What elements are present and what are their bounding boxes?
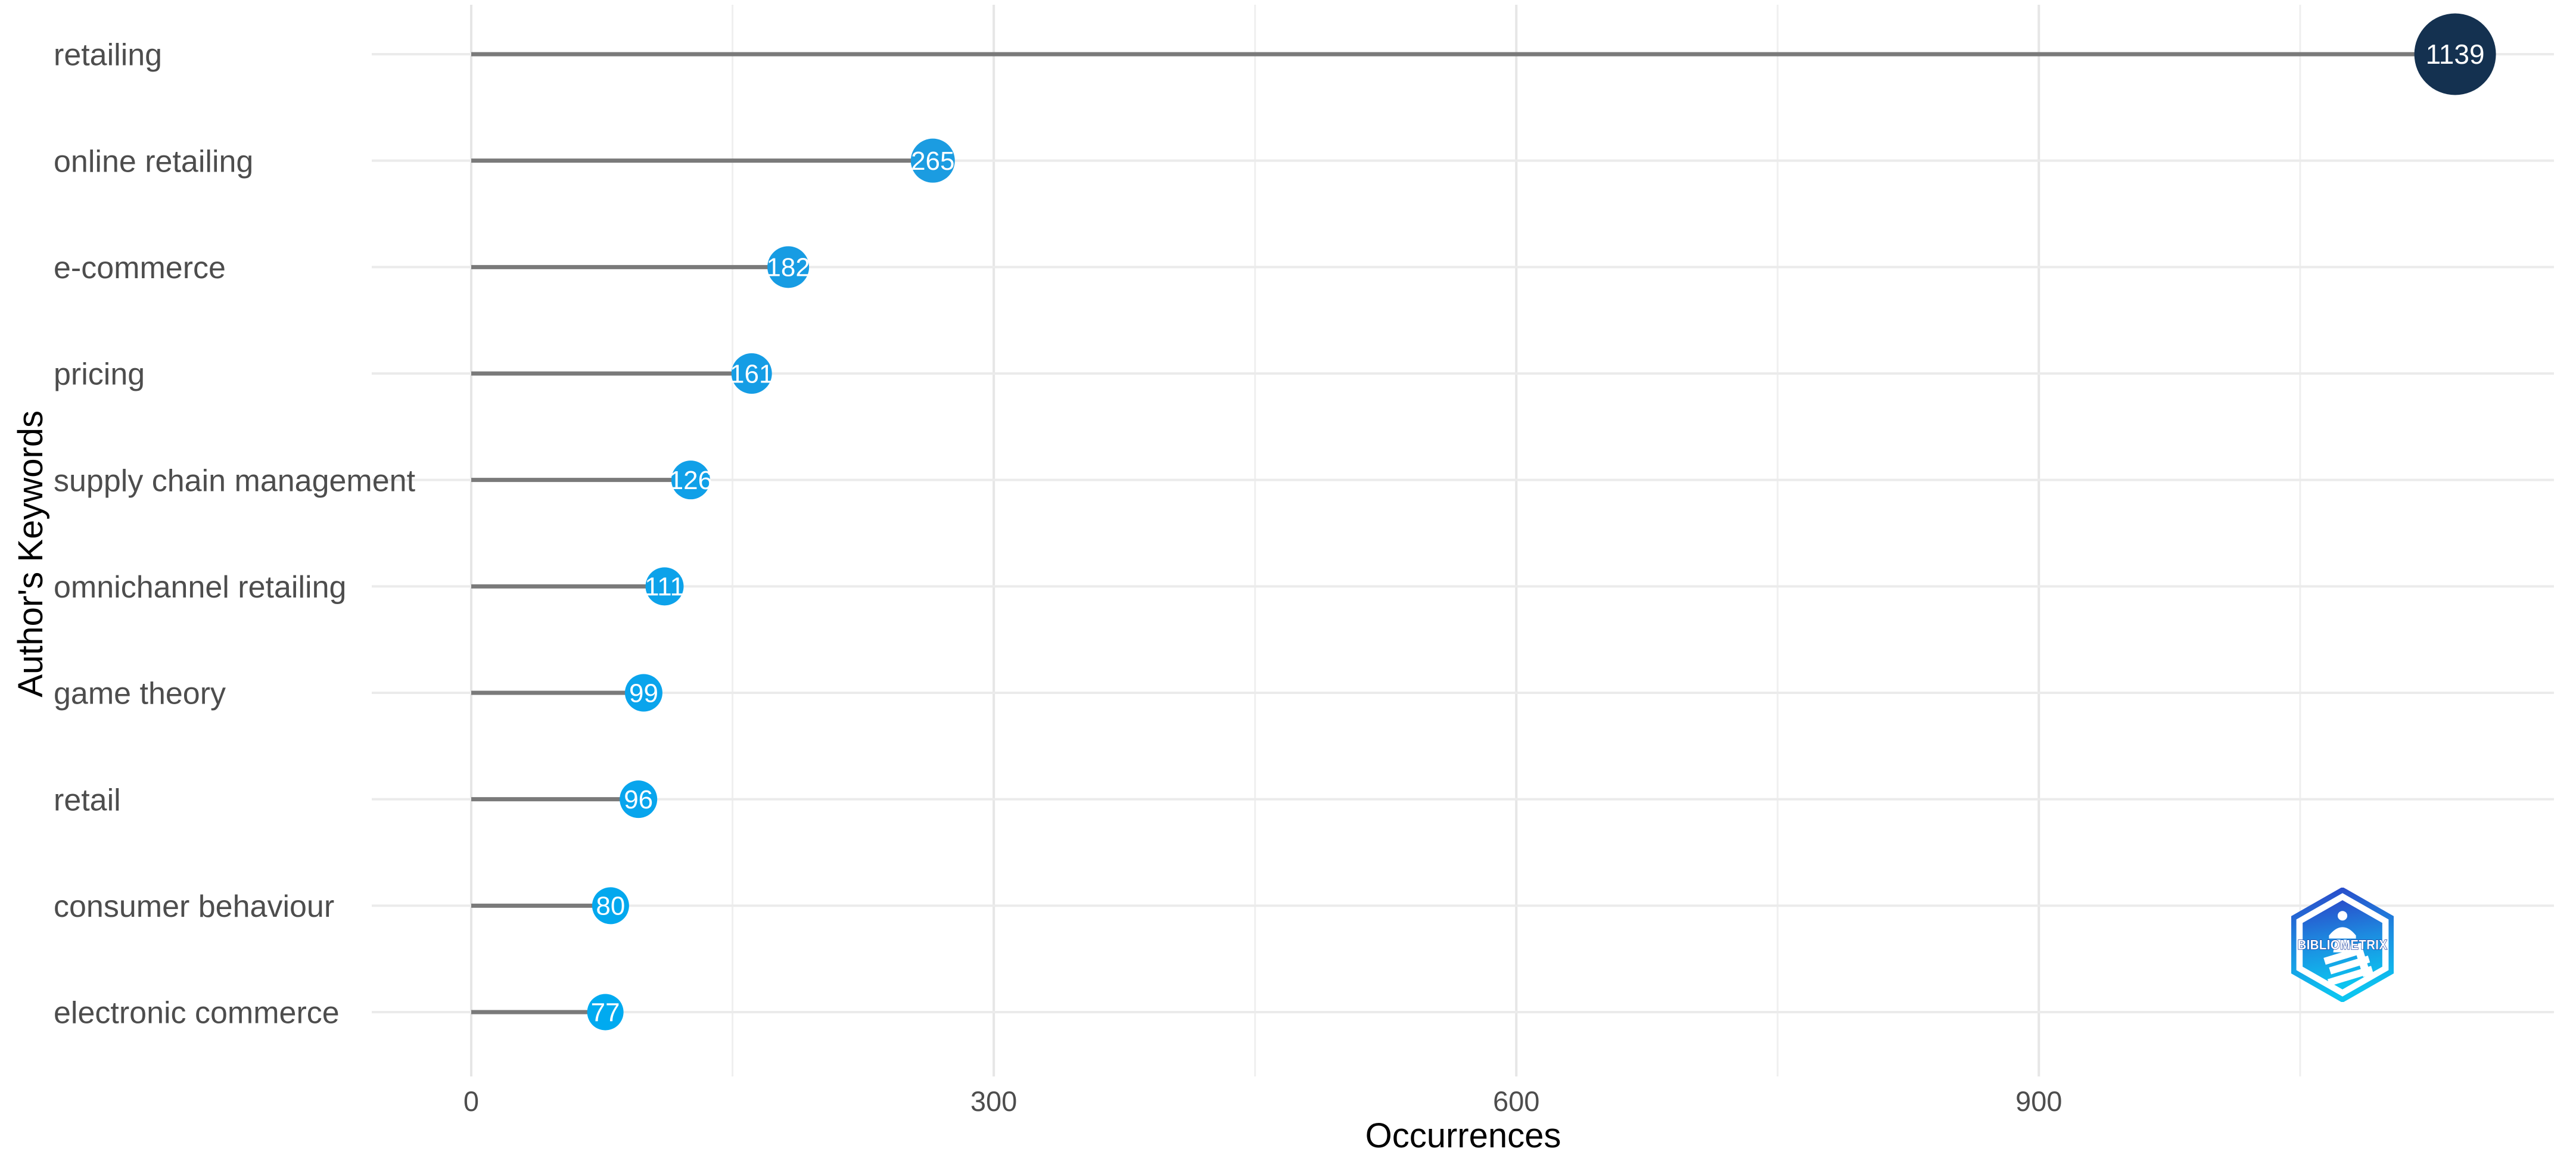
x-axis-tick-label: 0: [463, 1085, 479, 1117]
lollipop-dot: [624, 674, 662, 712]
lollipop-dot: [910, 138, 955, 183]
lighthouse-icon: [2323, 911, 2373, 986]
y-axis-tick-label: consumer behaviour: [54, 889, 334, 924]
y-axis-tick-label: online retailing: [54, 144, 253, 179]
y-axis-tick-label: supply chain management: [54, 463, 416, 498]
bibliometrix-logo-text: BIBLIOMETRIX: [2298, 938, 2388, 953]
dot-value-label: 80: [596, 892, 625, 921]
dot-value-label: 111: [645, 572, 685, 602]
lollipop-dot: [767, 246, 810, 288]
lollipop-dot: [620, 780, 658, 819]
lollipop-dot: [645, 567, 684, 606]
dot-value-label: 126: [669, 466, 713, 495]
y-axis-title: Author's Keywords: [11, 410, 51, 698]
lollipop-dot: [731, 353, 772, 394]
dot-value-label: 96: [624, 785, 653, 814]
lollipop-dot: [671, 460, 710, 500]
y-axis-tick-label: e-commerce: [54, 251, 226, 285]
dot-value-label: 1139: [2426, 39, 2485, 70]
y-axis-tick-label: retailing: [54, 38, 162, 73]
y-axis-tick-label: omnichannel retailing: [54, 570, 346, 605]
lollipop-dot: [2414, 13, 2496, 95]
y-axis-tick-label: pricing: [54, 357, 145, 392]
y-axis-tick-label: electronic commerce: [54, 996, 340, 1031]
x-axis-tick-label: 900: [2015, 1085, 2062, 1117]
y-axis-tick-label: retail: [54, 783, 121, 817]
bibliometrix-logo: BIBLIOMETRIX: [2291, 888, 2394, 1002]
dot-value-label: 77: [591, 998, 620, 1027]
lollipop-dot: [592, 887, 629, 925]
x-axis-tick-label: 600: [1493, 1085, 1539, 1117]
x-axis-title: Occurrences: [1365, 1116, 1561, 1155]
x-axis-tick-label: 300: [970, 1085, 1017, 1117]
dot-value-label: 182: [766, 253, 810, 282]
dot-value-label: 99: [629, 679, 658, 708]
dot-value-label: 161: [730, 359, 773, 388]
lollipop-dot: [587, 994, 624, 1031]
dot-value-label: 265: [911, 147, 954, 176]
y-axis-tick-label: game theory: [54, 677, 226, 711]
